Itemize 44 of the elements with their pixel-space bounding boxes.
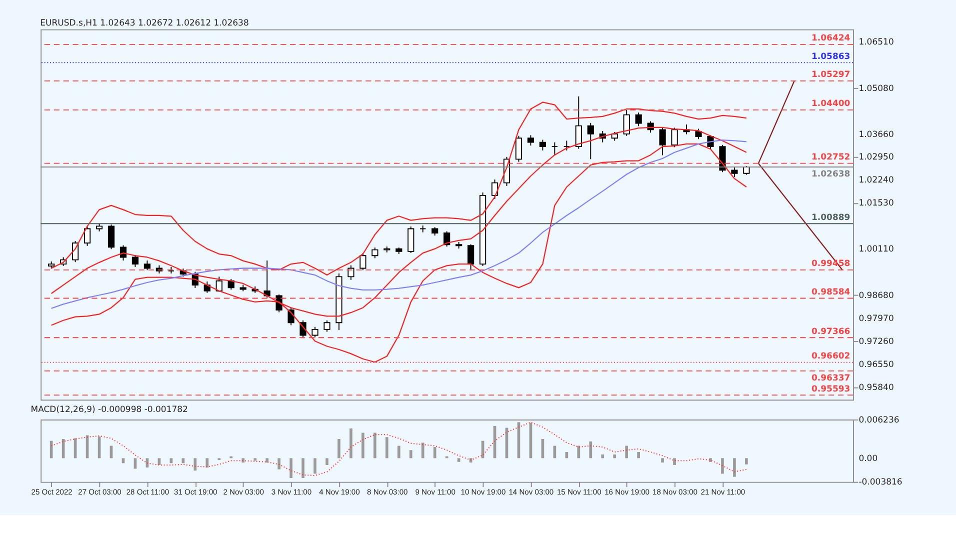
ref-line-label: 0.95593: [811, 384, 850, 394]
y-tick-label: -0.003816: [858, 478, 902, 488]
ref-line-label: 1.00889: [811, 212, 850, 223]
x-tick-label: 9 Nov 11:00: [415, 488, 456, 497]
y-tick-label: 0.97970: [858, 314, 894, 324]
ref-line-label: 1.06424: [811, 34, 850, 44]
x-tick-label: 4 Nov 19:00: [319, 488, 360, 497]
x-tick-label: 16 Nov 19:00: [604, 488, 650, 497]
ref-line-label: 0.98584: [811, 287, 850, 298]
ref-line-label: 0.97366: [811, 326, 850, 337]
x-tick-label: 21 Nov 11:00: [700, 488, 746, 497]
ref-line-label: 1.02638: [811, 169, 850, 180]
y-tick-label: 1.03660: [858, 130, 894, 140]
y-tick-label: 1.06510: [858, 38, 894, 48]
y-tick-label: 1.00110: [858, 244, 894, 255]
x-tick-label: 3 Nov 11:00: [271, 488, 312, 497]
x-tick-label: 27 Oct 03:00: [78, 488, 122, 497]
ref-line-label: 0.96337: [811, 373, 850, 384]
x-tick-label: 25 Oct 2022: [31, 488, 72, 497]
ref-line-label: 1.04400: [811, 99, 850, 110]
x-tick-label: 14 Nov 03:00: [508, 488, 554, 497]
y-tick-label: 0.97260: [858, 336, 894, 347]
ref-line-label: 1.05297: [811, 70, 850, 80]
y-tick-label: 0.95840: [858, 382, 894, 393]
y-tick-label: 1.05080: [858, 84, 894, 94]
y-tick-label: 1.02950: [858, 152, 894, 163]
y-tick-label: 0.00: [858, 454, 878, 464]
y-tick-label: 1.01530: [858, 198, 894, 209]
x-tick-label: 10 Nov 19:00: [460, 488, 506, 497]
x-tick-label: 18 Nov 03:00: [652, 488, 698, 497]
ref-line-label: 1.02752: [811, 152, 850, 163]
x-tick-label: 8 Nov 03:00: [367, 488, 408, 497]
y-tick-label: 0.006236: [858, 415, 900, 426]
x-tick-label: 2 Nov 03:00: [223, 488, 264, 497]
y-tick-label: 0.96550: [858, 360, 894, 370]
x-tick-label: 28 Oct 11:00: [126, 488, 170, 497]
x-tick-label: 15 Nov 11:00: [556, 488, 602, 497]
chart-title: MACD(12,26,9) -0.000998 -0.001782: [30, 404, 188, 415]
y-tick-label: 0.98680: [858, 290, 894, 301]
ref-line-label: 1.05863: [811, 52, 850, 62]
chart-title: EURUSD.s,H1 1.02643 1.02672 1.02612 1.02638: [40, 18, 249, 29]
x-tick-label: 31 Oct 19:00: [174, 488, 218, 497]
y-tick-label: 1.02240: [858, 176, 894, 186]
ref-line-label: 0.96602: [811, 352, 850, 362]
